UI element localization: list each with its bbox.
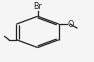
Text: Br: Br [33,2,42,11]
Text: O: O [67,20,73,29]
